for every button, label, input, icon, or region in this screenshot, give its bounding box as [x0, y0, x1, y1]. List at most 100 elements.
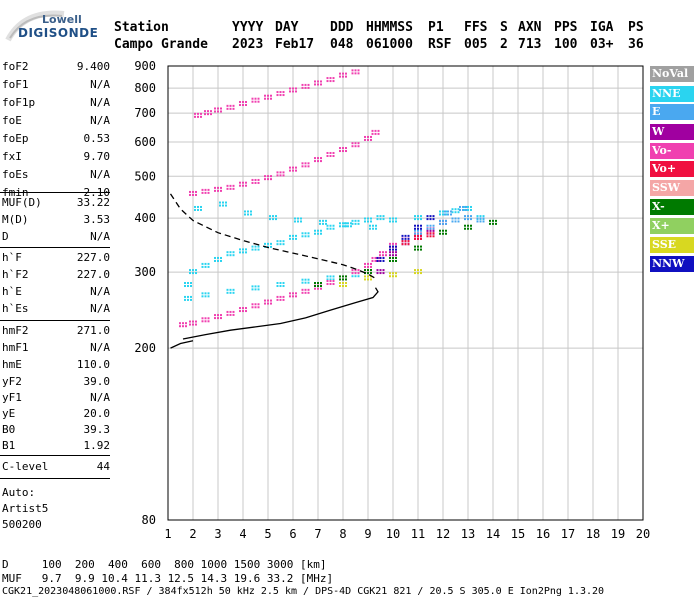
data-point [197, 115, 199, 118]
data-point [439, 232, 441, 235]
data-point [264, 97, 266, 100]
data-point [204, 292, 207, 295]
data-point [326, 278, 329, 281]
data-point [326, 283, 329, 286]
data-point [184, 282, 186, 285]
data-point [317, 285, 319, 288]
data-point [320, 232, 322, 235]
data-point [414, 237, 416, 240]
param-divider [0, 247, 110, 248]
data-point [376, 259, 379, 262]
data-point [442, 229, 444, 232]
data-point [217, 314, 219, 317]
data-point [322, 219, 324, 222]
data-point [257, 303, 260, 306]
data-point [276, 282, 279, 285]
data-point [214, 189, 216, 192]
data-point [379, 254, 381, 257]
param-row-d: D N/A [2, 230, 110, 246]
data-point [239, 100, 241, 103]
data-point [342, 222, 344, 225]
data-point [194, 205, 196, 208]
data-point [382, 215, 385, 218]
data-point [407, 240, 410, 243]
data-point [301, 278, 304, 281]
data-point [326, 77, 329, 80]
data-point [279, 295, 282, 298]
header-value-pps: 100 [554, 37, 578, 52]
data-point [220, 189, 222, 192]
data-point [270, 302, 272, 305]
data-point [389, 242, 391, 245]
y-tick-label: 900 [134, 59, 156, 73]
data-point [301, 235, 304, 238]
data-point [207, 265, 210, 268]
data-point [204, 320, 207, 323]
data-point [267, 302, 269, 305]
data-point [317, 157, 319, 160]
param-row-hmf1: hmF1 N/A [2, 341, 110, 357]
data-point [250, 213, 252, 216]
data-point [432, 218, 435, 221]
x-tick-label: 18 [586, 527, 600, 541]
header-value-axn: 713 [518, 37, 542, 52]
x-tick-label: 4 [239, 527, 246, 541]
data-point [317, 282, 319, 285]
x-tick-label: 9 [364, 527, 371, 541]
param-row-fxi: fxI 9.70 [2, 150, 110, 166]
data-point [339, 285, 341, 288]
data-point [220, 186, 222, 189]
param-value: 3.53 [83, 213, 111, 226]
data-point [307, 162, 310, 165]
data-point [492, 219, 494, 222]
data-point [382, 272, 385, 275]
data-point [282, 174, 285, 177]
data-point [301, 288, 304, 291]
data-point [379, 259, 382, 262]
data-point [220, 110, 222, 113]
param-value: 271.0 [76, 324, 110, 337]
data-point [345, 72, 347, 75]
data-point [454, 220, 457, 223]
data-point [244, 213, 246, 216]
param-row-b0: B0 39.3 [2, 423, 110, 439]
data-point [276, 243, 279, 246]
data-point [447, 213, 449, 216]
x-tick-label: 16 [536, 527, 550, 541]
data-point [289, 237, 291, 240]
x-tick-label: 20 [636, 527, 650, 541]
data-point [251, 178, 254, 181]
data-point [369, 224, 371, 227]
data-point [301, 232, 304, 235]
data-point [257, 285, 260, 288]
data-point [414, 232, 416, 235]
data-point [432, 215, 435, 218]
data-point [420, 234, 422, 237]
data-point [426, 235, 429, 238]
param-row-hme: hmE 110.0 [2, 358, 110, 374]
data-point [226, 254, 229, 257]
param-label: foEs [2, 168, 29, 181]
data-point [417, 215, 419, 218]
x-tick-label: 13 [461, 527, 475, 541]
data-point [204, 317, 207, 320]
data-point [187, 298, 189, 301]
data-point [257, 97, 260, 100]
data-point [339, 147, 341, 150]
data-point [367, 220, 369, 223]
data-point [201, 188, 204, 191]
data-point [395, 272, 397, 275]
data-point [279, 94, 282, 97]
param-row-clevel: C-level 44 [2, 460, 110, 476]
data-point [395, 251, 397, 254]
data-point [439, 213, 441, 216]
header-label-axn: AXN [518, 20, 542, 35]
data-point [364, 269, 366, 272]
data-point [254, 306, 257, 309]
data-point [392, 220, 394, 223]
data-point [357, 219, 360, 222]
data-point [459, 205, 461, 208]
param-divider [0, 455, 110, 456]
data-point [182, 322, 184, 325]
data-point [289, 166, 291, 169]
